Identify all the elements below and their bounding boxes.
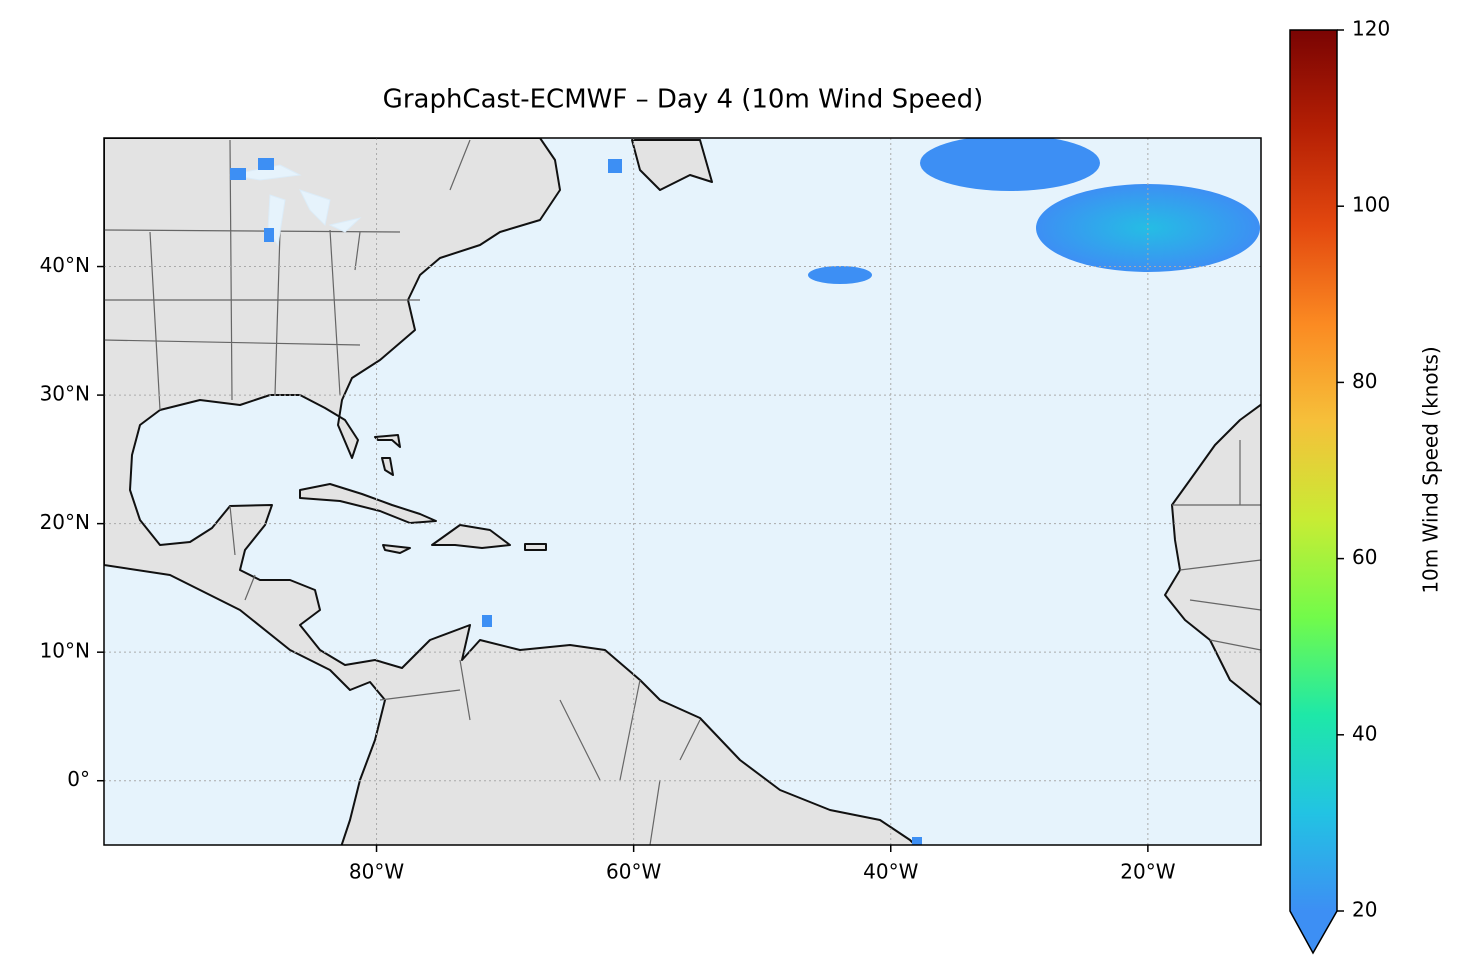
wind-patch: [920, 138, 1100, 191]
x-tick-label: 20°W: [1120, 860, 1175, 884]
colorbar: [1290, 30, 1337, 911]
borders: [104, 139, 1261, 845]
wind-patch: [912, 837, 922, 845]
colorbar-tick-label: 100: [1352, 193, 1390, 217]
y-tick-label: 10°N: [40, 639, 90, 663]
y-tick-label: 40°N: [40, 253, 90, 277]
wind-patch: [258, 158, 274, 170]
wind-patch: [264, 228, 274, 242]
y-tick-label: 30°N: [40, 382, 90, 406]
colorbar-tick-label: 20: [1352, 898, 1377, 922]
wind-patch: [230, 168, 246, 180]
y-tick-label: 0°: [67, 767, 90, 791]
wind-patch: [608, 159, 622, 173]
axes-frame: [103, 137, 1262, 846]
wind-patch: [808, 266, 872, 284]
colorbar-tick-label: 40: [1352, 721, 1377, 745]
americas: [104, 138, 917, 845]
colorbar-tick-label: 120: [1352, 17, 1390, 41]
x-tick-label: 60°W: [606, 860, 661, 884]
wind-patch: [482, 615, 492, 627]
hispaniola: [431, 524, 511, 549]
x-tick-label: 40°W: [863, 860, 918, 884]
newfoundland: [631, 139, 713, 191]
colorbar-frame: [1289, 29, 1338, 955]
colorbar-tick-label: 80: [1352, 369, 1377, 393]
cuba: [299, 483, 437, 524]
map-layer: [104, 138, 1261, 845]
colorbar-label: 10m Wind Speed (knots): [1419, 346, 1443, 593]
colorbar-extension: [1290, 911, 1337, 953]
y-tick-label: 20°N: [40, 510, 90, 534]
chart-title: GraphCast-ECMWF – Day 4 (10m Wind Speed): [383, 85, 984, 115]
x-tick-label: 80°W: [349, 860, 404, 884]
jamaica: [382, 544, 411, 554]
colorbar-tick-label: 60: [1352, 545, 1377, 569]
bahamas: [374, 434, 401, 476]
puerto-rico: [524, 543, 547, 551]
